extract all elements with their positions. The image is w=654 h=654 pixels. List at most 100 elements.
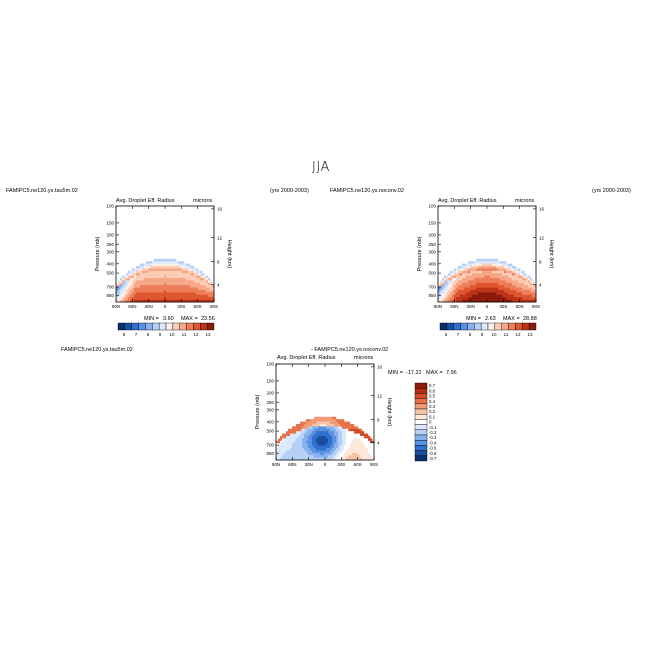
heatmap-cell <box>496 297 499 300</box>
heatmap-cell <box>492 299 495 303</box>
heatmap-cell <box>160 280 163 284</box>
heatmap-cell <box>166 261 169 264</box>
heatmap-cell <box>170 270 173 274</box>
heatmap-cell <box>534 297 537 300</box>
heatmap-cell <box>464 282 467 286</box>
colorbar-box <box>145 322 153 331</box>
heatmap-cell <box>174 268 177 272</box>
heatmap-cell <box>172 285 175 288</box>
heatmap-cell <box>116 297 119 300</box>
heatmap-cell <box>200 294 203 298</box>
heatmap-cell <box>136 290 139 293</box>
colorbar-box <box>158 322 167 331</box>
heatmap-cell <box>156 292 159 296</box>
heatmap-cell <box>496 278 499 281</box>
heatmap-cell <box>172 273 175 276</box>
heatmap-cell <box>282 445 285 449</box>
heatmap-cell <box>194 275 197 279</box>
heatmap-cell <box>330 416 333 420</box>
heatmap-cell <box>494 275 497 279</box>
panel3-field <box>276 416 375 461</box>
heatmap-cell <box>150 266 153 269</box>
x-tick-label: 60S <box>194 304 202 309</box>
heatmap-cell <box>128 270 131 274</box>
heatmap-cell <box>120 297 123 300</box>
heatmap-cell <box>122 290 125 293</box>
heatmap-cell <box>508 294 511 298</box>
heatmap-cell <box>304 436 307 439</box>
heatmap-cell <box>512 273 515 276</box>
heatmap-cell <box>176 292 179 296</box>
heatmap-cell <box>292 431 295 434</box>
heatmap-cell <box>480 292 483 296</box>
heatmap-cell <box>490 258 493 262</box>
heatmap-cell <box>146 292 149 296</box>
heatmap-cell <box>166 297 169 300</box>
heatmap-cell <box>504 270 507 274</box>
heatmap-cell <box>492 285 495 288</box>
heatmap-cell <box>276 452 279 456</box>
heatmap-cell <box>136 294 139 298</box>
heatmap-cell <box>346 448 349 451</box>
heatmap-cell <box>308 431 311 434</box>
heatmap-cell <box>478 292 481 296</box>
heatmap-cell <box>334 448 337 451</box>
heatmap-cell <box>302 448 305 451</box>
heatmap-cell <box>506 287 509 291</box>
heatmap-cell <box>328 436 331 439</box>
heatmap-cell <box>200 278 203 281</box>
heatmap-cell <box>134 297 137 300</box>
heatmap-cell <box>322 452 325 456</box>
x-tick-label: 60N <box>450 304 458 309</box>
colorbar-box <box>414 455 428 462</box>
heatmap-cell <box>318 445 321 449</box>
heatmap-cell <box>454 275 457 279</box>
heatmap-cell <box>162 268 165 272</box>
heatmap-cell <box>152 275 155 279</box>
heatmap-cell <box>130 282 133 286</box>
heatmap-cell <box>300 421 303 425</box>
heatmap-cell <box>196 280 199 284</box>
panel3-plot: 90N 60N 30N 0 30S 60S 90S100150200250300400500… <box>255 362 437 467</box>
heatmap-cell <box>154 282 157 286</box>
heatmap-cell <box>500 273 503 276</box>
heatmap-cell <box>178 297 181 300</box>
heatmap-cell <box>190 282 193 286</box>
heatmap-cell <box>130 278 133 281</box>
heatmap-cell <box>156 266 159 269</box>
heatmap-cell <box>496 268 499 272</box>
heatmap-cell <box>338 450 341 454</box>
heatmap-cell <box>360 457 363 461</box>
heatmap-cell <box>362 438 365 442</box>
heatmap-cell <box>142 292 145 296</box>
heatmap-cell <box>162 263 165 267</box>
heatmap-cell <box>518 273 521 276</box>
heatmap-cell <box>300 438 303 442</box>
heatmap-cell <box>328 416 331 420</box>
heatmap-cell <box>176 278 179 281</box>
heatmap-cell <box>330 450 333 454</box>
heatmap-cell <box>156 268 159 272</box>
heatmap-cell <box>532 299 535 303</box>
heatmap-cell <box>168 270 171 274</box>
heatmap-cell <box>370 448 373 451</box>
heatmap-cell <box>314 443 317 446</box>
heatmap-cell <box>198 299 201 303</box>
heatmap-cell <box>520 278 523 281</box>
heatmap-cell <box>360 455 363 458</box>
heatmap-cell <box>130 275 133 279</box>
heatmap-cell <box>290 457 293 461</box>
heatmap-cell <box>176 294 179 298</box>
heatmap-cell <box>212 282 215 286</box>
heatmap-cell <box>476 278 479 281</box>
heatmap-cell <box>320 452 323 456</box>
heatmap-cell <box>126 273 129 276</box>
heatmap-cell <box>292 443 295 446</box>
heatmap-cell <box>338 433 341 437</box>
heatmap-cell <box>294 431 297 434</box>
heatmap-cell <box>210 287 213 291</box>
heatmap-cell <box>128 280 131 284</box>
heatmap-cell <box>188 282 191 286</box>
heatmap-cell <box>520 280 523 284</box>
heatmap-cell <box>326 416 329 420</box>
